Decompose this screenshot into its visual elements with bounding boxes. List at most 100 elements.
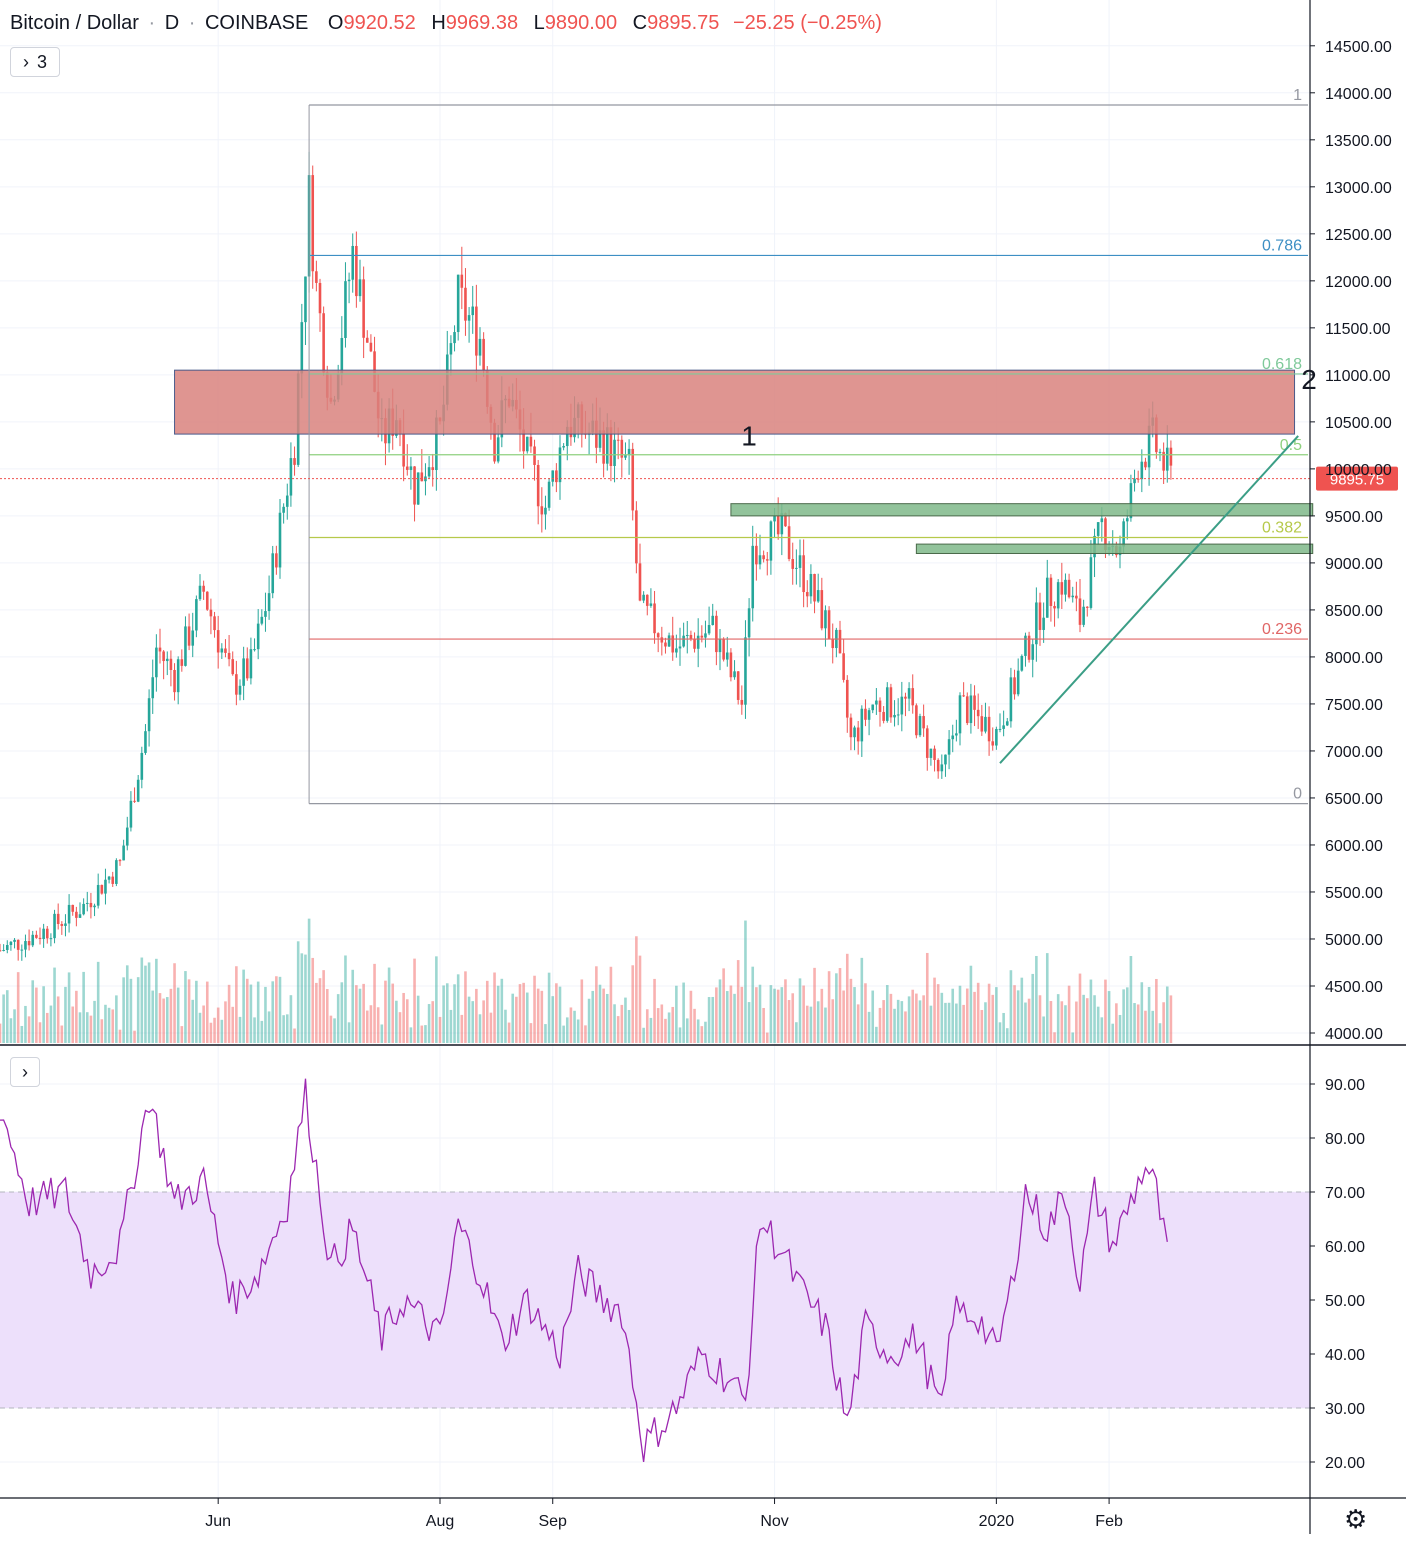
volume-bar <box>1071 1032 1075 1043</box>
candle-body <box>1140 461 1144 480</box>
candle-body <box>358 279 362 297</box>
candle-body <box>718 638 722 653</box>
volume-bar <box>642 1027 645 1043</box>
volume-bar <box>925 952 929 1043</box>
fib-level-label: 0.236 <box>1262 621 1302 638</box>
volume-bar <box>53 967 56 1043</box>
volume-bar <box>940 992 944 1043</box>
candle-body <box>776 516 780 535</box>
volume-bar <box>718 979 722 1043</box>
volume-bar <box>427 1004 431 1043</box>
candle-body <box>260 616 264 624</box>
candle-body <box>704 633 707 638</box>
volume-bar <box>245 978 249 1043</box>
volume-bar <box>1125 987 1129 1043</box>
candle-body <box>696 635 700 649</box>
rsi-toggle-button[interactable]: › <box>10 1057 40 1087</box>
candle-body <box>965 696 969 724</box>
candle-body <box>253 649 256 651</box>
candle-body <box>85 902 89 904</box>
volume-bar <box>675 985 678 1043</box>
candle-body <box>256 623 260 650</box>
volume-bar <box>776 989 780 1043</box>
price-axis-label: 6500.00 <box>1325 791 1383 808</box>
volume-bar <box>929 1005 933 1043</box>
candle-body <box>5 945 9 950</box>
candle-body <box>529 436 533 447</box>
candle-body <box>765 559 769 561</box>
candle-body <box>1158 451 1162 453</box>
volume-bar <box>45 1012 49 1043</box>
volume-bar <box>478 1014 482 1043</box>
volume-bar <box>496 985 500 1043</box>
low-value: 9890.00 <box>544 12 618 34</box>
volume-bar <box>627 1009 631 1043</box>
candle-body <box>300 322 304 374</box>
candle-body <box>100 884 104 894</box>
candle-body <box>467 315 471 321</box>
volume-bar <box>853 987 856 1043</box>
candle-body <box>1136 478 1140 480</box>
candle-body <box>605 427 609 464</box>
volume-bar <box>645 1009 649 1043</box>
volume-bar <box>685 1018 689 1043</box>
candle-body <box>344 281 347 338</box>
volume-bar <box>973 991 976 1043</box>
candle-body <box>1002 725 1005 729</box>
candle-body <box>27 941 31 946</box>
interval-label[interactable]: D <box>164 12 180 34</box>
candle-body <box>675 648 678 653</box>
candle-body <box>722 638 725 660</box>
candle-body <box>180 659 184 666</box>
time-axis-label: Feb <box>1095 1513 1123 1530</box>
candle-body <box>340 337 344 374</box>
candle-body <box>555 470 558 483</box>
volume-bar <box>631 965 635 1043</box>
candle-body <box>220 648 224 653</box>
volume-bar <box>784 979 787 1043</box>
candle-body <box>82 903 85 915</box>
volume-bar <box>162 998 165 1043</box>
volume-bar <box>722 968 725 1043</box>
candle-body <box>140 752 144 780</box>
price-axis-label: 5000.00 <box>1325 932 1383 949</box>
symbol-name[interactable]: Bitcoin / Dollar <box>10 12 139 34</box>
volume-bar <box>355 985 358 1043</box>
volume-bar <box>253 1017 256 1043</box>
volume-bar <box>285 1014 289 1043</box>
volume-bar <box>267 1011 271 1043</box>
volume-bar <box>300 953 304 1043</box>
high-value: 9969.38 <box>445 12 519 34</box>
indicators-toggle-button[interactable]: › 3 <box>10 47 60 77</box>
candle-body <box>893 714 896 718</box>
volume-bar <box>907 996 911 1043</box>
volume-bar <box>653 978 656 1043</box>
volume-bar <box>693 1008 696 1043</box>
volume-bar <box>1129 956 1133 1043</box>
gear-icon[interactable]: ⚙ <box>1344 1505 1368 1535</box>
volume-bar <box>391 983 395 1043</box>
candle-body <box>707 625 711 634</box>
volume-bar <box>278 976 282 1043</box>
candle-body <box>318 282 322 314</box>
volume-bar <box>347 1022 351 1043</box>
volume-bar <box>755 987 758 1043</box>
volume-bar <box>911 989 915 1043</box>
candle-body <box>936 759 940 772</box>
candle-body <box>35 934 38 938</box>
volume-bar <box>1005 1028 1009 1043</box>
volume-bar <box>1165 986 1169 1043</box>
volume-bar <box>1049 1001 1053 1043</box>
volume-bar <box>67 972 71 1043</box>
candle-body <box>71 904 75 912</box>
candle-body <box>947 739 951 755</box>
candle-body <box>245 658 249 679</box>
candle-body <box>747 608 751 638</box>
high-label: H <box>431 12 446 34</box>
volume-bar <box>195 980 198 1043</box>
volume-bar <box>813 967 816 1043</box>
candle-body <box>962 695 965 697</box>
volume-bar <box>467 996 471 1043</box>
candle-body <box>1078 598 1082 625</box>
